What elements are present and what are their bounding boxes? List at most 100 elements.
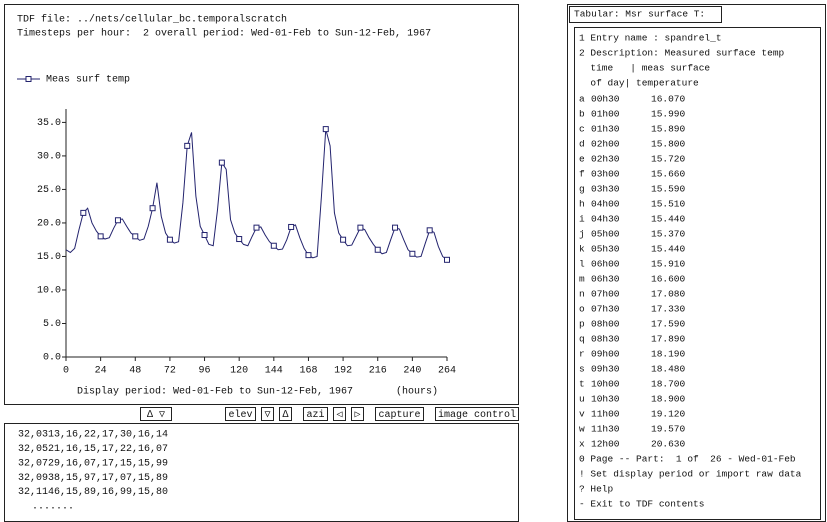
console-line: 32,1146,15,89,16,99,15,80 [18, 487, 168, 498]
row-key[interactable]: q [579, 334, 585, 345]
button-frame[interactable] [351, 407, 364, 421]
row-time: 02h30 [591, 154, 620, 165]
row-key[interactable]: x [579, 439, 585, 450]
button-frame[interactable] [303, 407, 328, 421]
y-tick-label: 0.0 [43, 353, 61, 364]
row-key[interactable]: a [579, 94, 585, 105]
button-label[interactable]: ▷ [354, 410, 360, 421]
toolbar-button[interactable]: ∆ [279, 407, 292, 422]
row-value: 17.080 [651, 289, 686, 300]
console-line: 32,0729,16,07,17,15,15,99 [18, 458, 168, 469]
row-value: 15.370 [651, 229, 686, 240]
button-label[interactable]: ◁ [336, 410, 342, 421]
row-key[interactable]: n [579, 289, 585, 300]
console-panel [4, 423, 519, 522]
row-key[interactable]: m [579, 274, 585, 285]
y-tick-label: 10.0 [37, 286, 61, 297]
row-time: 07h30 [591, 304, 620, 315]
button-frame[interactable] [140, 407, 172, 421]
toolbar-button[interactable]: azi [303, 407, 328, 422]
button-label[interactable]: azi [306, 409, 324, 421]
row-value: 18.190 [651, 349, 686, 360]
toolbar-button[interactable]: ▽ [261, 407, 274, 422]
row-time: 07h00 [591, 289, 620, 300]
row-time: 11h30 [591, 424, 620, 435]
x-tick-label: 144 [265, 366, 283, 377]
row-key[interactable]: e [579, 154, 585, 165]
row-key[interactable]: k [579, 244, 585, 255]
console-line: 32,0938,15,97,17,07,15,89 [18, 473, 168, 484]
row-key[interactable]: u [579, 394, 585, 405]
row-key[interactable]: h [579, 199, 585, 210]
row-value: 15.910 [651, 259, 686, 270]
x-tick-label: 0 [63, 366, 69, 377]
row-key[interactable]: v [579, 409, 585, 420]
data-marker [409, 250, 416, 257]
row-time: 06h00 [591, 259, 620, 270]
tabular-footer-line[interactable]: - Exit to TDF contents [579, 499, 704, 510]
row-value: 16.070 [651, 94, 686, 105]
button-label[interactable]: ∆ [282, 410, 288, 421]
x-tick-label: 192 [334, 366, 352, 377]
row-time: 05h00 [591, 229, 620, 240]
data-marker [97, 233, 104, 240]
row-value: 15.590 [651, 184, 686, 195]
button-frame[interactable] [225, 407, 256, 421]
toolbar-button[interactable]: capture [375, 407, 424, 422]
button-frame[interactable] [333, 407, 346, 421]
tabular-content-box [574, 27, 821, 520]
x-tick-label: 24 [95, 366, 107, 377]
button-frame[interactable] [435, 407, 519, 421]
data-marker [114, 217, 121, 224]
row-time: 05h30 [591, 244, 620, 255]
data-marker [288, 223, 295, 230]
toolbar-button[interactable]: image control [435, 407, 519, 422]
tabular-footer-line[interactable]: ! Set display period or import raw data [579, 469, 802, 480]
data-marker [218, 159, 225, 166]
row-value: 19.570 [651, 424, 686, 435]
row-key[interactable]: t [579, 379, 585, 390]
row-key[interactable]: g [579, 184, 585, 195]
button-frame[interactable] [261, 407, 274, 421]
data-marker [444, 256, 450, 263]
row-key[interactable]: b [579, 109, 585, 120]
row-key[interactable]: i [579, 214, 585, 225]
row-key[interactable]: f [579, 169, 585, 180]
row-value: 17.590 [651, 319, 686, 330]
toolbar-button[interactable]: ◁ [333, 407, 346, 422]
button-frame[interactable] [375, 407, 424, 421]
row-value: 20.630 [651, 439, 686, 450]
row-key[interactable]: j [579, 229, 585, 240]
toolbar-button[interactable]: ▷ [351, 407, 364, 422]
y-tick-label: 5.0 [43, 319, 61, 330]
button-label[interactable]: ∆ ▽ [147, 410, 165, 421]
x-tick-label: 168 [299, 366, 317, 377]
x-tick-label: 48 [129, 366, 141, 377]
toolbar-button[interactable]: elev [225, 407, 256, 422]
button-label[interactable]: elev [228, 409, 252, 421]
data-marker [340, 236, 347, 243]
row-key[interactable]: c [579, 124, 585, 135]
row-time: 10h00 [591, 379, 620, 390]
file-label: TDF file: ../nets/cellular_bc.temporalsc… [17, 14, 287, 26]
button-label[interactable]: capture [378, 410, 420, 421]
row-key[interactable]: r [579, 349, 585, 360]
row-value: 17.330 [651, 304, 686, 315]
row-value: 15.720 [651, 154, 686, 165]
x-tick-label: 72 [164, 366, 176, 377]
row-key[interactable]: o [579, 304, 585, 315]
row-key[interactable]: w [579, 424, 585, 435]
tabular-footer-line[interactable]: ? Help [579, 484, 614, 495]
toolbar-button[interactable]: ∆ ▽ [140, 407, 172, 422]
button-frame[interactable] [279, 407, 292, 421]
row-key[interactable]: p [579, 319, 585, 330]
row-time: 01h00 [591, 109, 620, 120]
button-label[interactable]: ▽ [264, 410, 270, 421]
x-tick-label: 216 [369, 366, 387, 377]
row-key[interactable]: d [579, 139, 585, 150]
tabular-footer-line[interactable]: 0 Page -- Part: 1 of 26 - Wed-01-Feb [579, 454, 796, 465]
row-key[interactable]: s [579, 364, 585, 375]
button-label[interactable]: image control [438, 409, 516, 421]
data-marker [132, 233, 139, 240]
row-key[interactable]: l [579, 259, 585, 270]
